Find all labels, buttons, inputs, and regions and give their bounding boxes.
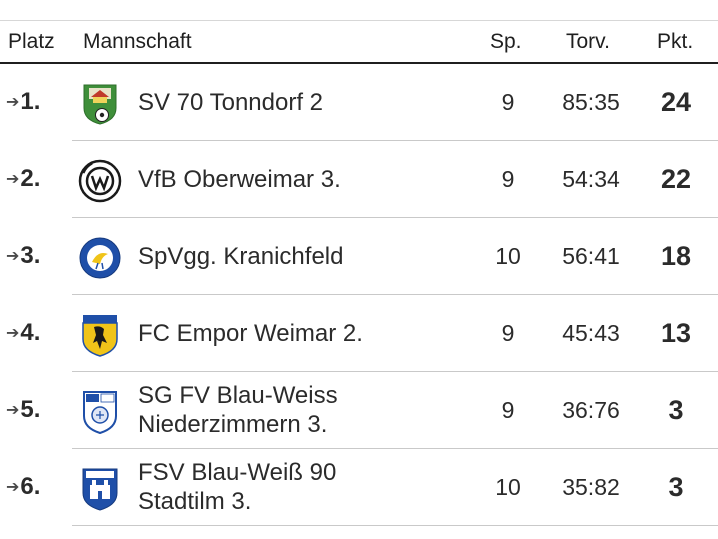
team-name[interactable]: FC Empor Weimar 2. — [138, 295, 363, 371]
row-divider — [72, 448, 718, 449]
right-arrow-icon: ➔ — [6, 325, 20, 342]
row-divider — [72, 371, 718, 372]
right-arrow-icon: ➔ — [6, 479, 20, 496]
rank-cell: ➔ 1. — [6, 64, 40, 140]
goals-cell: 85:35 — [562, 89, 620, 115]
rank-cell: ➔ 4. — [6, 295, 40, 371]
goals-cell: 36:76 — [562, 397, 620, 423]
header-played: Sp. — [490, 30, 522, 53]
right-arrow-icon: ➔ — [6, 402, 20, 419]
table-row[interactable]: ➔ 5. SG FV Blau-Weiss Niederzimmern 3. 9… — [0, 372, 718, 449]
rank-number: 4. — [20, 319, 41, 346]
team-name-line2: Stadtilm 3. — [138, 488, 252, 515]
tonndorf-crest-icon — [83, 84, 117, 125]
team-name[interactable]: SG FV Blau-Weiss Niederzimmern 3. — [138, 372, 338, 448]
goals-cell: 45:43 — [562, 320, 620, 346]
team-name[interactable]: SpVgg. Kranichfeld — [138, 218, 343, 294]
row-divider — [72, 525, 718, 526]
table-row[interactable]: ➔ 1. SV 70 Tonndorf 2 9 85:35 24 — [0, 64, 718, 141]
played-cell: 10 — [495, 243, 521, 269]
rank-number: 5. — [20, 396, 41, 423]
empor-weimar-crest-icon — [82, 315, 118, 357]
team-name-line1: SV 70 Tonndorf 2 — [138, 88, 324, 116]
team-name-line1: FSV Blau-Weiß 90 — [138, 459, 337, 486]
rank-number: 3. — [20, 242, 41, 269]
header-divider — [0, 62, 718, 64]
right-arrow-icon: ➔ — [6, 248, 20, 265]
table-row[interactable]: ➔ 2. VfB Oberweimar 3. 9 54:34 22 — [0, 141, 718, 218]
right-arrow-icon: ➔ — [6, 94, 20, 111]
header-team: Mannschaft — [83, 30, 192, 53]
table-row[interactable]: ➔ 4. FC Empor Weimar 2. 9 45:43 13 — [0, 295, 718, 372]
rank-number: 1. — [20, 88, 41, 115]
points-cell: 18 — [660, 241, 692, 271]
oberweimar-crest-icon — [78, 159, 122, 203]
row-divider — [72, 140, 718, 141]
rank-cell: ➔ 2. — [6, 141, 40, 217]
points-cell: 3 — [668, 472, 684, 502]
team-name-line1: SpVgg. Kranichfeld — [138, 242, 344, 270]
niederzimmern-crest-icon — [83, 391, 117, 434]
team-name-line1: VfB Oberweimar 3. — [138, 165, 341, 193]
rank-number: 6. — [20, 473, 41, 500]
team-name-line2: Niederzimmern 3. — [138, 411, 328, 438]
points-cell: 24 — [660, 87, 692, 117]
right-arrow-icon: ➔ — [6, 171, 20, 188]
row-divider — [72, 294, 718, 295]
top-divider — [0, 20, 718, 21]
played-cell: 9 — [501, 397, 515, 423]
rank-cell: ➔ 5. — [6, 372, 40, 448]
played-cell: 9 — [501, 89, 515, 115]
team-name[interactable]: FSV Blau-Weiß 90 Stadtilm 3. — [138, 449, 336, 525]
points-cell: 13 — [660, 318, 692, 348]
goals-cell: 56:41 — [562, 243, 620, 269]
played-cell: 9 — [501, 166, 515, 192]
header-rank: Platz — [8, 30, 55, 53]
points-cell: 22 — [660, 164, 692, 194]
team-name[interactable]: VfB Oberweimar 3. — [138, 141, 341, 217]
header-goals: Torv. — [566, 30, 610, 53]
goals-cell: 54:34 — [562, 166, 620, 192]
goals-cell: 35:82 — [562, 474, 620, 500]
table-row[interactable]: ➔ 3. SpVgg. Kranichfeld 10 56:41 18 — [0, 218, 718, 295]
table-row[interactable]: ➔ 6. FSV Blau-Weiß 90 Stadtilm 3. 10 35:… — [0, 449, 718, 526]
played-cell: 10 — [495, 474, 521, 500]
team-name-line1: FC Empor Weimar 2. — [138, 319, 363, 347]
kranichfeld-crest-icon — [79, 237, 121, 279]
team-name-line1: SG FV Blau-Weiss — [138, 382, 338, 409]
rank-cell: ➔ 6. — [6, 449, 40, 525]
table-header: Platz Mannschaft Sp. Torv. Pkt. — [0, 21, 718, 63]
team-name[interactable]: SV 70 Tonndorf 2 — [138, 64, 323, 140]
points-cell: 3 — [668, 395, 684, 425]
rank-cell: ➔ 3. — [6, 218, 40, 294]
row-divider — [72, 217, 718, 218]
stadtilm-crest-icon — [82, 468, 118, 511]
played-cell: 9 — [501, 320, 515, 346]
header-points: Pkt. — [657, 30, 694, 53]
rank-number: 2. — [20, 165, 41, 192]
